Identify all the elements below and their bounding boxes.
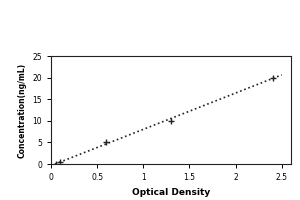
Y-axis label: Concentration(ng/mL): Concentration(ng/mL) [18,62,27,158]
X-axis label: Optical Density: Optical Density [132,188,210,197]
